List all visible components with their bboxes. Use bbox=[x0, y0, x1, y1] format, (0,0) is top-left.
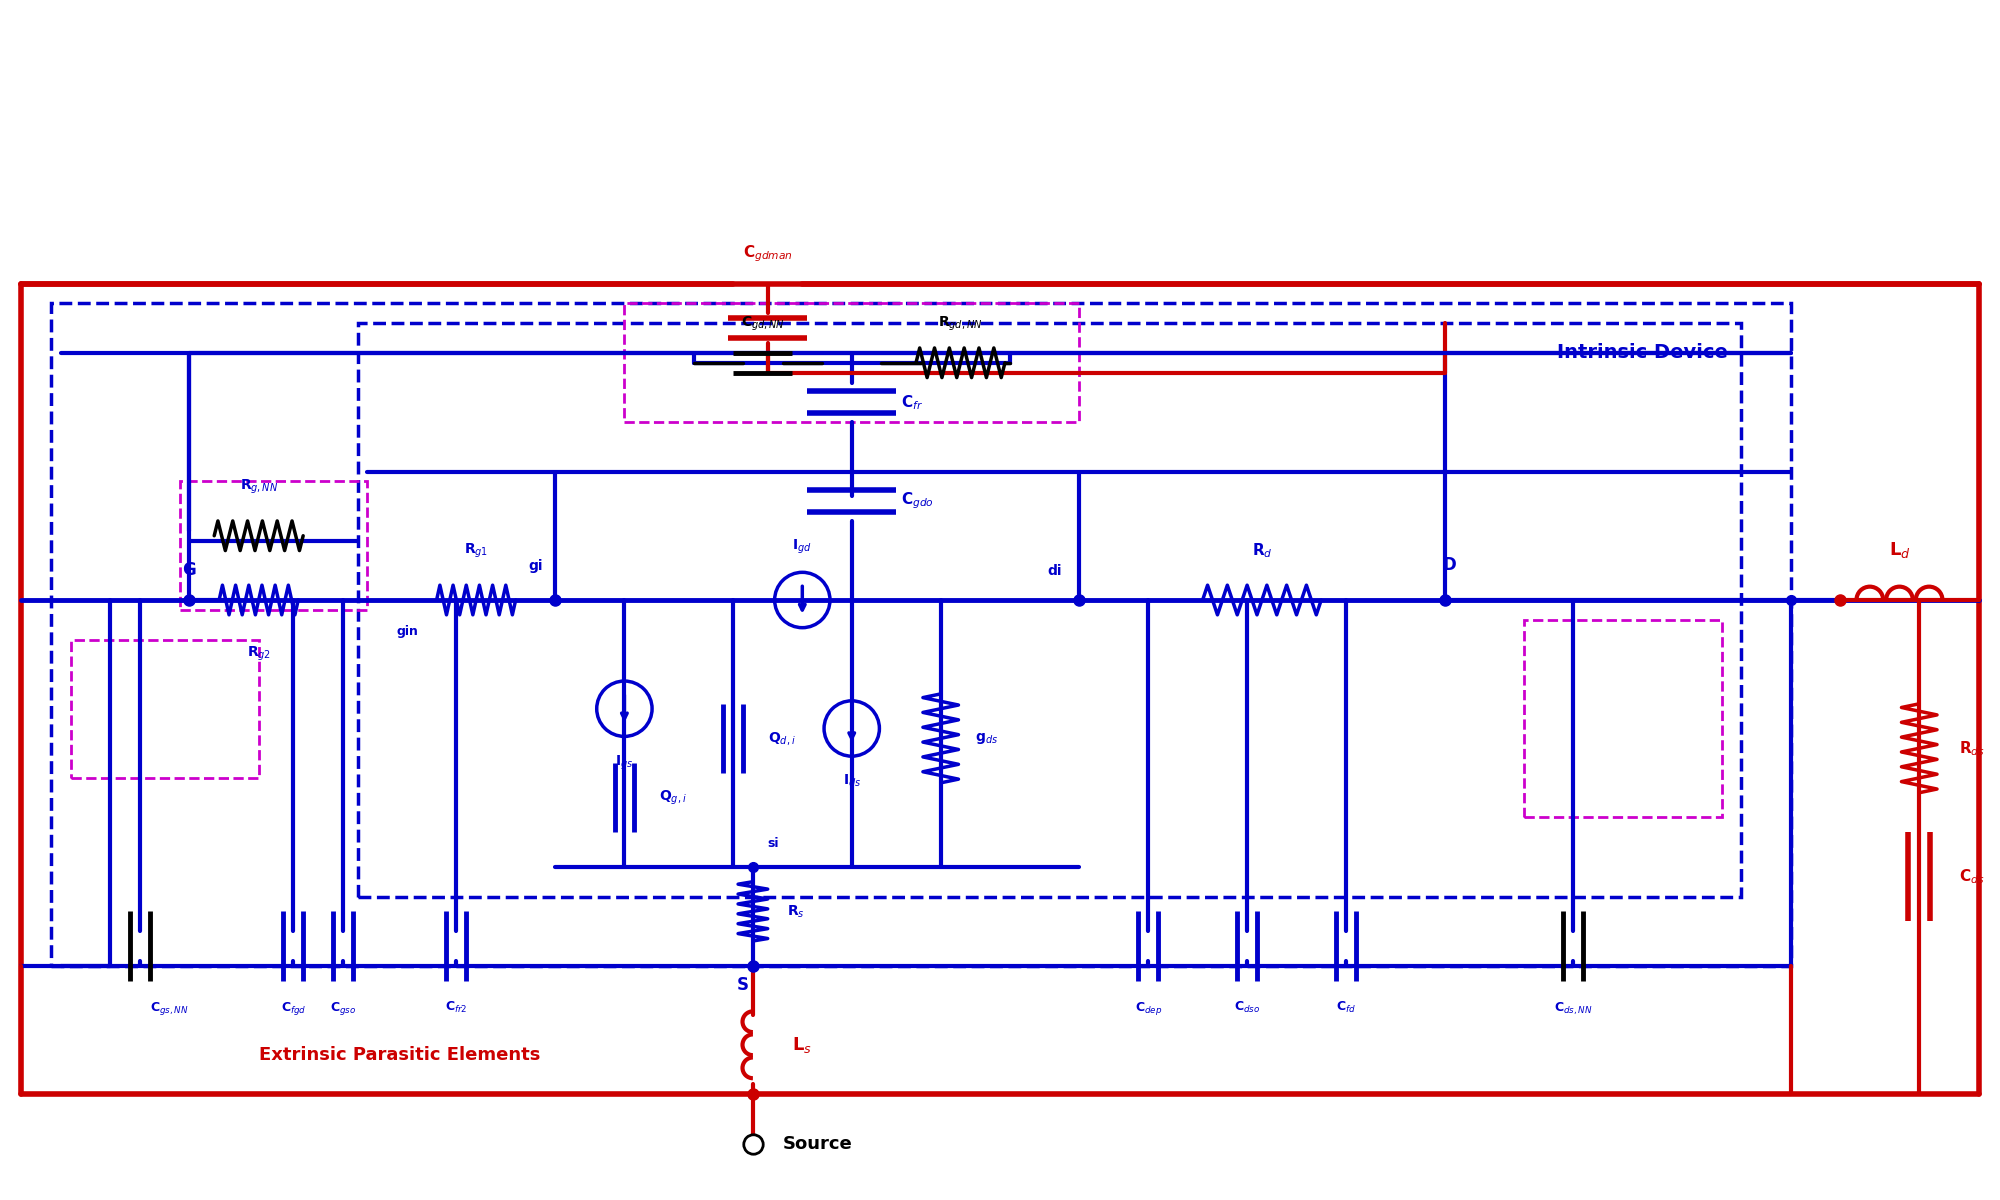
Text: Extrinsic Parasitic Elements: Extrinsic Parasitic Elements bbox=[258, 1045, 540, 1063]
Text: D: D bbox=[1442, 557, 1456, 575]
Text: C$_{dep}$: C$_{dep}$ bbox=[1134, 1001, 1162, 1018]
Text: C$_{fd}$: C$_{fd}$ bbox=[1336, 1001, 1356, 1015]
Text: Source: Source bbox=[782, 1135, 852, 1153]
Text: C$_{fr}$: C$_{fr}$ bbox=[902, 392, 924, 412]
Text: si: si bbox=[768, 838, 780, 850]
Text: C$_{fr2}$: C$_{fr2}$ bbox=[446, 1001, 468, 1015]
Text: R$_{g1}$: R$_{g1}$ bbox=[464, 542, 488, 560]
Text: Q$_{d,i}$: Q$_{d,i}$ bbox=[768, 730, 796, 746]
Text: R$_{d}$: R$_{d}$ bbox=[1252, 541, 1272, 560]
Text: C$_{gso}$: C$_{gso}$ bbox=[330, 1001, 356, 1018]
Text: gi: gi bbox=[528, 559, 542, 574]
Text: L$_{s}$: L$_{s}$ bbox=[792, 1034, 812, 1055]
Text: R$_{s}$: R$_{s}$ bbox=[788, 904, 806, 919]
Text: Q$_{g,i}$: Q$_{g,i}$ bbox=[658, 788, 686, 806]
Text: R$_{g2}$: R$_{g2}$ bbox=[246, 644, 270, 662]
Text: I$_{ds}$: I$_{ds}$ bbox=[842, 773, 860, 790]
Text: C$_{gdo}$: C$_{gdo}$ bbox=[902, 491, 934, 511]
Text: C$_{fgd}$: C$_{fgd}$ bbox=[280, 1001, 306, 1018]
Text: Intrinsic Device: Intrinsic Device bbox=[1558, 343, 1728, 362]
Text: g$_{ds}$: g$_{ds}$ bbox=[976, 731, 998, 746]
Text: C$_{ds}$: C$_{ds}$ bbox=[1958, 868, 1984, 886]
Text: R$_{gd,NN}$: R$_{gd,NN}$ bbox=[938, 314, 982, 334]
Text: di: di bbox=[1048, 564, 1062, 578]
Text: S: S bbox=[738, 977, 750, 995]
Text: C$_{dso}$: C$_{dso}$ bbox=[1234, 1001, 1260, 1015]
Text: C$_{gd,NN}$: C$_{gd,NN}$ bbox=[740, 314, 784, 334]
Text: gin: gin bbox=[396, 624, 418, 637]
Text: C$_{gdman}$: C$_{gdman}$ bbox=[742, 244, 792, 264]
Text: C$_{ds,NN}$: C$_{ds,NN}$ bbox=[1554, 1001, 1592, 1016]
Text: I$_{gd}$: I$_{gd}$ bbox=[792, 538, 812, 556]
Text: R$_{g,NN}$: R$_{g,NN}$ bbox=[240, 478, 278, 497]
Text: C$_{gs,NN}$: C$_{gs,NN}$ bbox=[150, 1001, 188, 1018]
Text: I$_{gs}$: I$_{gs}$ bbox=[616, 754, 634, 772]
Text: G: G bbox=[182, 562, 196, 580]
Text: L$_{d}$: L$_{d}$ bbox=[1888, 540, 1910, 560]
Text: R$_{ds}$: R$_{ds}$ bbox=[1958, 739, 1984, 757]
